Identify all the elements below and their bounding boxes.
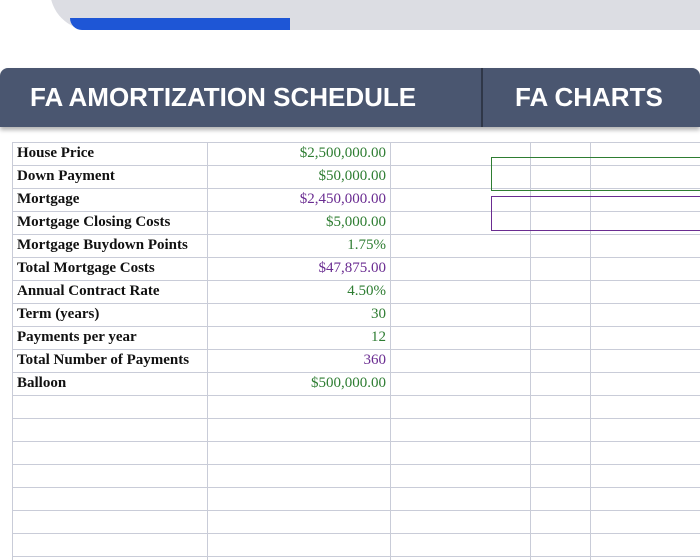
- cell-value: $500,000.00: [311, 375, 386, 391]
- cell-label: Mortgage Closing Costs: [17, 214, 171, 230]
- grid-line: [12, 211, 700, 212]
- input-box[interactable]: [491, 196, 700, 231]
- cell-value: $2,500,000.00: [299, 145, 386, 161]
- input-box[interactable]: [491, 157, 700, 191]
- grid-line: [590, 142, 591, 560]
- tab-divider: [481, 68, 483, 127]
- cell-value: $5,000.00: [326, 214, 386, 230]
- cell-label: Payments per year: [17, 329, 137, 345]
- cell-value: 360: [363, 352, 387, 368]
- grid-line: [12, 372, 700, 373]
- cell-value: 12: [371, 329, 386, 345]
- grid-line: [390, 142, 391, 560]
- tab[interactable]: FA CHARTS: [515, 82, 663, 112]
- grid-line: [12, 441, 700, 442]
- cell-label: Total Mortgage Costs: [17, 260, 155, 276]
- grid-line: [12, 303, 700, 304]
- grid-line: [207, 142, 208, 560]
- cell-value: $2,450,000.00: [299, 191, 386, 207]
- grid-line: [12, 556, 700, 557]
- cell-label: House Price: [17, 145, 95, 161]
- cell-label: Mortgage: [17, 191, 80, 207]
- grid-line: [12, 142, 700, 143]
- grid-line: [12, 165, 700, 166]
- grid-line: [12, 395, 700, 396]
- cell-label: Total Number of Payments: [17, 352, 190, 368]
- header-bar: [0, 68, 700, 127]
- grid-line: [12, 510, 700, 511]
- tab[interactable]: FA AMORTIZATION SCHEDULE: [30, 82, 417, 112]
- cell-value: 1.75%: [347, 237, 386, 253]
- cell-value: 4.50%: [347, 283, 386, 299]
- grid-line: [12, 487, 700, 488]
- grid-line: [12, 326, 700, 327]
- cell-label: Annual Contract Rate: [17, 283, 160, 299]
- grid-line: [12, 188, 700, 189]
- grid-line: [12, 234, 700, 235]
- progress-bar: [70, 18, 290, 30]
- cell-label: Term (years): [17, 306, 100, 322]
- grid-line: [12, 533, 700, 534]
- grid-line: [12, 464, 700, 465]
- grid-line: [12, 280, 700, 281]
- cell-value: $50,000.00: [318, 168, 387, 184]
- cell-label: Balloon: [17, 375, 67, 391]
- grid-line: [12, 257, 700, 258]
- cell-label: Mortgage Buydown Points: [17, 237, 188, 253]
- cell-value: 30: [371, 306, 386, 322]
- grid-line: [12, 418, 700, 419]
- grid-line: [12, 142, 13, 560]
- grid-line: [530, 142, 531, 560]
- grid-line: [12, 349, 700, 350]
- cell-value: $47,875.00: [318, 260, 387, 276]
- cell-label: Down Payment: [17, 168, 115, 184]
